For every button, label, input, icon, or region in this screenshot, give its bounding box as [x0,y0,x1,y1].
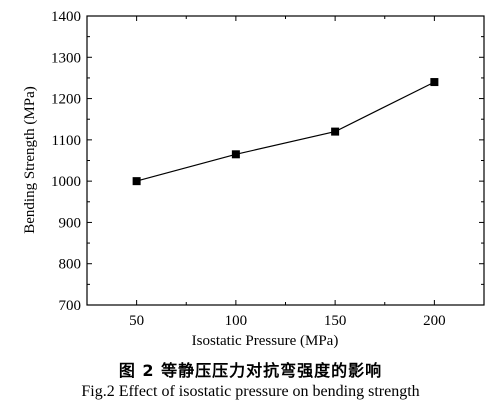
series-line [136,81,435,182]
x-tick-label: 50 [129,313,144,329]
data-point-marker [132,177,141,186]
plot-axes [86,15,485,306]
y-tick-label: 800 [59,257,82,273]
x-tick-label: 100 [225,313,248,329]
bending-strength-chart: 700 800 900 1000 1100 1200 1300 1400 50 100 150 20… [22,9,485,349]
data-point-marker [331,127,340,136]
y-tick-label: 1000 [51,174,81,190]
y-axis-label: Bending Strength (MPa) [22,86,38,234]
data-series [132,78,439,186]
x-tick-label: 200 [423,313,446,329]
figure-caption-chinese: 图 2 等静压压力对抗弯强度的影响 [118,361,383,380]
x-tick-label: 150 [324,313,347,329]
y-tick-label: 1400 [51,9,81,25]
x-ticks: 50 100 150 200 [86,16,485,329]
y-ticks: 700 800 900 1000 1100 1200 1300 1400 [51,9,484,314]
y-tick-label: 1200 [51,92,81,108]
data-point-marker [231,150,240,159]
data-point-marker [430,78,439,87]
y-tick-label: 1100 [52,133,81,149]
y-tick-label: 1300 [51,50,81,66]
x-axis-label: Isostatic Pressure (MPa) [192,333,339,349]
y-tick-label: 700 [59,298,82,314]
plot-frame [86,15,485,306]
y-tick-label: 900 [59,215,82,231]
figure-caption-english: Fig.2 Effect of isostatic pressure on be… [81,383,420,400]
